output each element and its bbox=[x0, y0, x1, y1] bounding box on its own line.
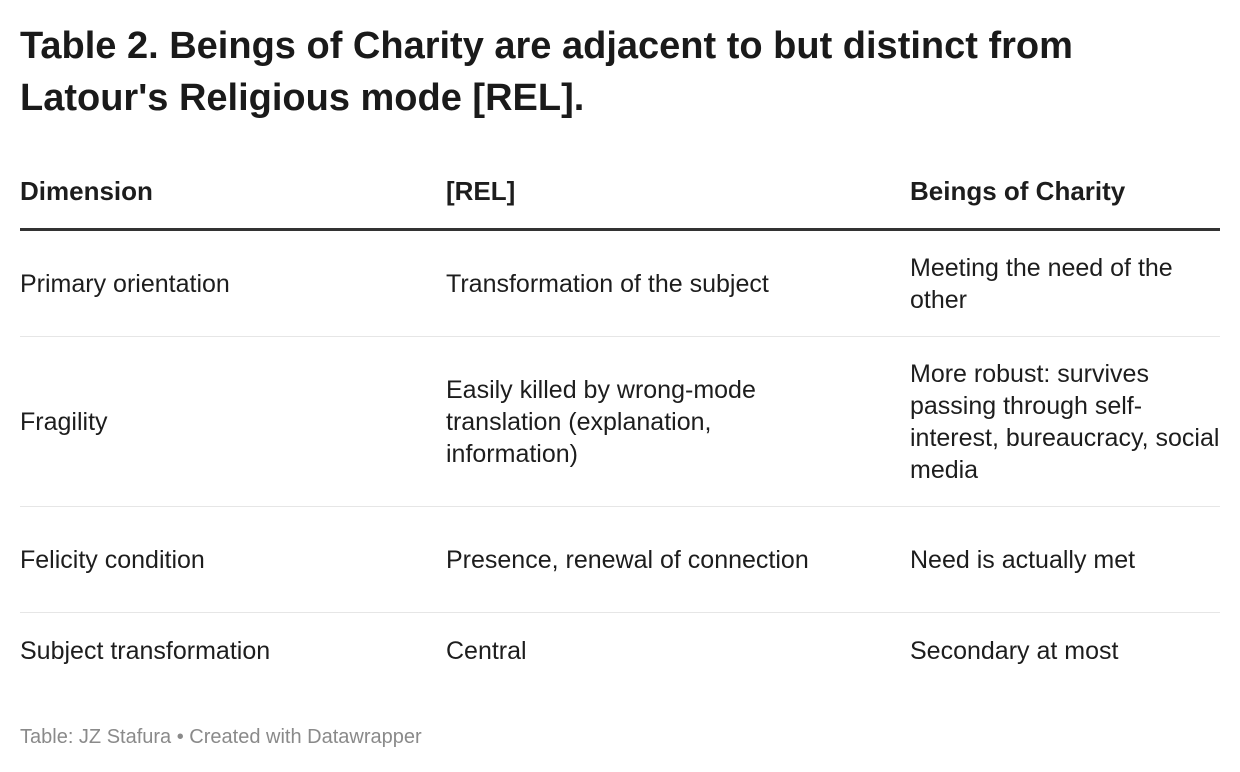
table-cell: Central bbox=[446, 637, 527, 665]
table-row: Primary orientation Transformation of th… bbox=[20, 231, 1220, 337]
table-cell: Presence, renewal of connection bbox=[446, 545, 809, 574]
table-cell: Primary orientation bbox=[20, 269, 230, 298]
table-cell: Transformation of the subject bbox=[446, 269, 769, 298]
table-row: Subject transformation Central Secondary… bbox=[20, 613, 1220, 689]
table-row: Felicity condition Presence, renewal of … bbox=[20, 507, 1220, 613]
column-header-beings-of-charity[interactable]: Beings of Charity bbox=[910, 176, 1126, 206]
table-row: Fragility Easily killed by wrong-mode tr… bbox=[20, 337, 1220, 507]
table-cell: Secondary at most bbox=[910, 637, 1119, 665]
table-cell: Fragility bbox=[20, 407, 108, 436]
table-cell: Easily killed by wrong-mode translation … bbox=[446, 375, 756, 468]
column-header-rel[interactable]: [REL] bbox=[446, 176, 516, 206]
table-cell: More robust: survives passing through se… bbox=[910, 359, 1220, 484]
table-cell: Meeting the need of the other bbox=[910, 253, 1173, 314]
column-header-dimension[interactable]: Dimension bbox=[20, 176, 153, 206]
table-header: Dimension [REL] Beings of Charity bbox=[20, 170, 1220, 231]
table-cell: Felicity condition bbox=[20, 545, 205, 574]
data-table: Dimension [REL] Beings of Charity Primar… bbox=[20, 170, 1220, 689]
table-cell: Need is actually met bbox=[910, 545, 1136, 574]
table-title: Table 2. Beings of Charity are adjacent … bbox=[20, 25, 1073, 119]
table-cell: Subject transformation bbox=[20, 637, 271, 665]
footer-credit: Table: JZ Stafura • Created with Datawra… bbox=[20, 726, 422, 748]
